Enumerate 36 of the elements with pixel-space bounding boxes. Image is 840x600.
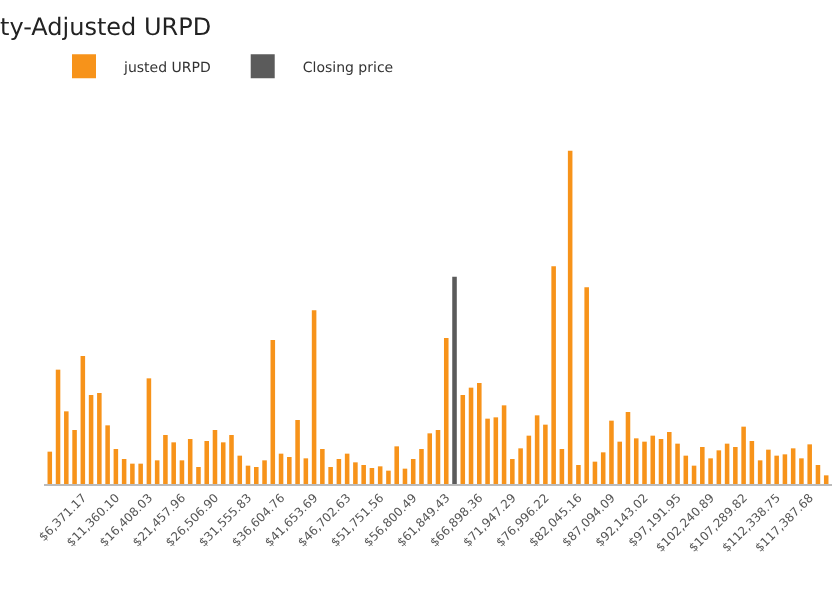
bar	[443, 338, 449, 484]
bar	[774, 455, 779, 484]
bar	[667, 432, 672, 484]
bar	[452, 276, 457, 484]
bar	[138, 463, 143, 484]
bar	[320, 449, 325, 484]
bar	[584, 287, 589, 484]
bar	[823, 475, 829, 484]
bar	[741, 426, 746, 484]
bar	[254, 467, 259, 484]
chart-title: ty-Adjusted URPD	[0, 12, 212, 41]
bar	[766, 449, 771, 484]
bar	[609, 420, 614, 484]
bar	[518, 448, 523, 484]
bar	[64, 411, 69, 484]
bar	[220, 442, 226, 484]
bar	[97, 393, 102, 484]
bar	[295, 420, 300, 484]
bar	[394, 446, 399, 484]
bar	[229, 435, 234, 484]
bar	[204, 441, 209, 484]
bar	[477, 383, 482, 484]
bar	[807, 444, 812, 484]
bar	[650, 435, 656, 484]
bar	[163, 435, 168, 484]
bar	[130, 463, 135, 484]
bar	[551, 266, 556, 484]
bar	[171, 442, 176, 484]
bar	[633, 438, 639, 484]
bar	[361, 465, 366, 484]
bar	[353, 462, 358, 484]
bar	[700, 447, 705, 484]
bar	[427, 433, 433, 484]
bar	[262, 460, 267, 484]
bar	[757, 460, 763, 484]
bar	[642, 441, 647, 484]
